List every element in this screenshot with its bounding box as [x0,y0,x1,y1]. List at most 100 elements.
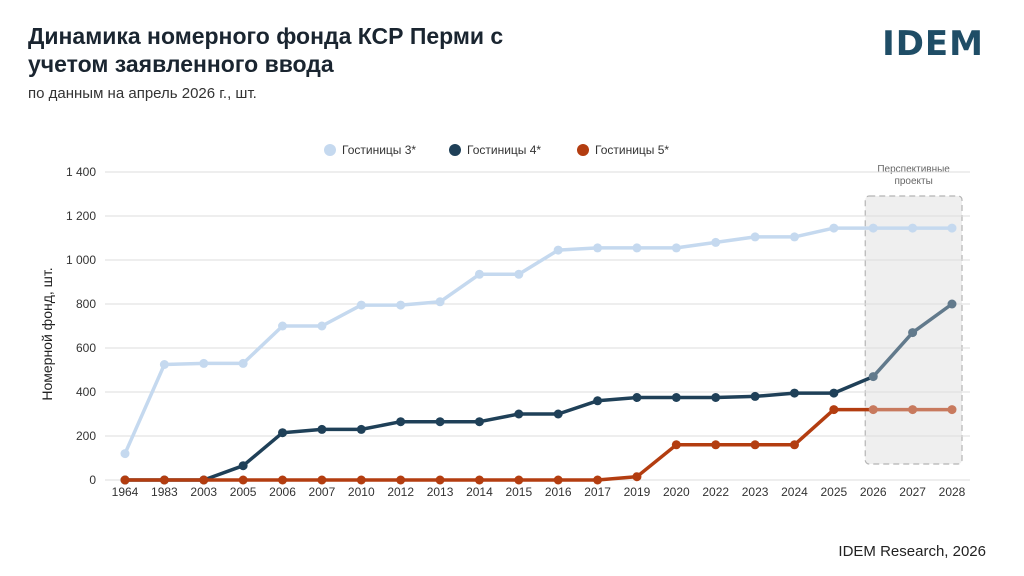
x-tick-label: 2017 [584,485,611,499]
data-point [829,388,839,398]
data-point [159,475,169,485]
data-point [356,424,366,434]
data-point [593,243,603,253]
data-point [474,269,484,279]
x-tick-label: 2026 [860,485,887,499]
x-tick-label: 2010 [348,485,375,499]
data-point [238,461,248,471]
projected-label: Перспективные [877,164,950,175]
data-point [711,393,721,402]
data-point [947,299,957,309]
series-line-1 [123,226,875,456]
data-point [789,232,799,242]
projected-label: проекты [894,176,932,187]
x-tick-label: 2003 [190,485,217,499]
data-point [829,405,839,415]
x-tick-label: 1964 [112,485,139,499]
data-point [514,409,524,419]
y-axis-label: Номерной фонд, шт. [39,267,55,400]
data-point [120,475,130,485]
data-point [947,405,957,415]
data-point [671,440,681,450]
data-point [947,223,957,233]
data-point [789,388,799,398]
y-tick-label: 1 000 [66,253,96,267]
x-tick-label: 2015 [505,485,532,499]
chart-subtitle: по данным на апрель 2026 г., шт. [28,85,257,102]
data-point [632,472,642,482]
data-point [474,475,484,485]
data-point [435,417,445,427]
data-point [396,475,406,485]
data-point [593,475,603,485]
x-tick-label: 2024 [781,485,808,499]
data-point [908,328,918,338]
data-point [829,223,839,233]
x-tick-label: 2020 [663,485,690,499]
y-tick-label: 0 [89,473,96,487]
legend-marker [577,144,589,156]
chart-title: Динамика номерного фонда КСР Перми с уче… [28,23,504,77]
y-tick-label: 1 200 [66,209,96,223]
x-tick-label: 2007 [309,485,336,499]
x-tick-label: 2027 [899,485,926,499]
x-tick-label: 2005 [230,485,257,499]
data-point [199,358,209,368]
data-point [278,321,288,331]
data-point [514,269,524,279]
data-point [632,243,642,253]
data-point [278,475,288,485]
data-point [435,475,445,485]
y-tick-label: 1 400 [66,165,96,179]
x-tick-label: 2016 [545,485,572,499]
legend-marker [324,144,336,156]
legend-label: Гостиницы 3* [342,143,416,157]
y-tick-label: 800 [76,297,96,311]
data-point [750,232,760,242]
x-tick-label: 2025 [821,485,848,499]
data-point [396,417,406,427]
legend-label: Гостиницы 5* [595,143,669,157]
y-tick-label: 600 [76,341,96,355]
y-tick-label: 400 [76,385,96,399]
x-tick-label: 2014 [466,485,493,499]
data-point [908,405,918,415]
data-point [474,417,484,427]
idem-logo: IDEM [882,24,984,64]
x-tick-label: 2028 [939,485,966,499]
data-point [396,300,406,310]
data-point [868,223,878,233]
data-point [750,440,760,450]
data-point [435,297,445,307]
legend-label: Гостиницы 4* [467,143,541,157]
data-point [671,243,681,253]
x-tick-label: 2012 [387,485,414,499]
data-point [711,440,721,450]
y-tick-label: 200 [76,429,96,443]
data-point [671,393,681,402]
data-point [553,245,563,255]
data-point [553,475,563,485]
data-point [868,405,878,415]
data-point [356,300,366,310]
series-line-2 [123,374,875,482]
x-tick-label: 2013 [427,485,454,499]
x-tick-label: 2019 [624,485,651,499]
data-point [238,358,248,368]
legend-marker [449,144,461,156]
data-point [553,409,563,419]
data-point [120,449,130,459]
data-point [908,223,918,233]
x-tick-label: 2006 [269,485,296,499]
data-point [159,360,169,369]
data-point [317,475,327,485]
data-point [278,428,288,438]
data-point [789,440,799,450]
x-tick-label: 2023 [742,485,769,499]
x-tick-label: 1983 [151,485,178,499]
data-point [238,475,248,485]
data-point [632,393,642,402]
data-point [514,475,524,485]
source-footer: IDEM Research, 2026 [838,543,986,560]
